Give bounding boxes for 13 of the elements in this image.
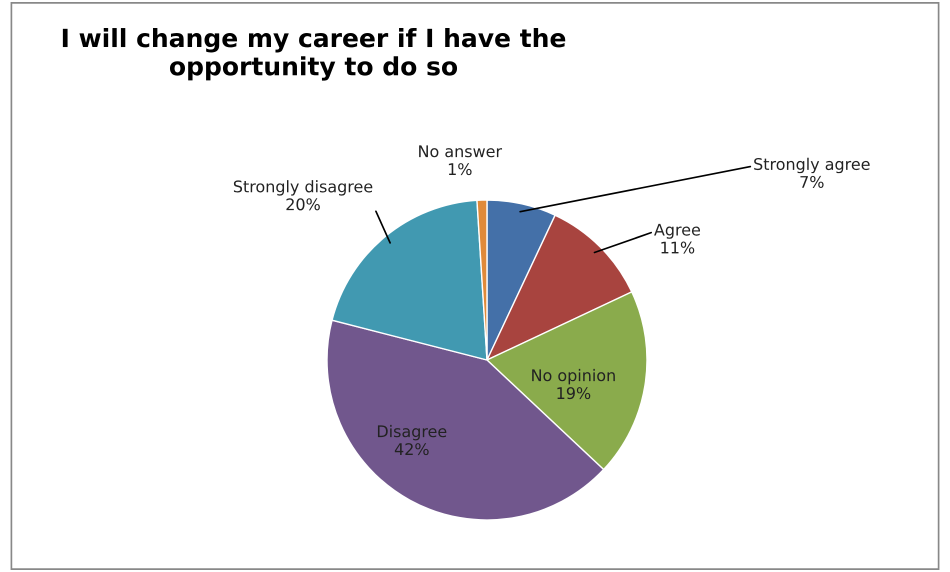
slice-label: Disagree [378, 424, 446, 440]
data-label: 7% [800, 176, 824, 188]
slice-label: Strongly agree [754, 158, 870, 174]
chart-title: I will change my career if I have the opportunity to do so [62, 28, 566, 81]
data-label: 1% [448, 163, 472, 176]
slice-label: Strongly disagree [234, 180, 372, 196]
data-label: 20% [286, 198, 320, 210]
data-label: 42% [394, 443, 429, 456]
slice-label: Agree [654, 224, 700, 239]
slice-label: No answer [419, 145, 502, 158]
data-label: 11% [661, 241, 694, 254]
data-label: 19% [557, 387, 590, 400]
slice-label: No opinion [532, 368, 615, 384]
